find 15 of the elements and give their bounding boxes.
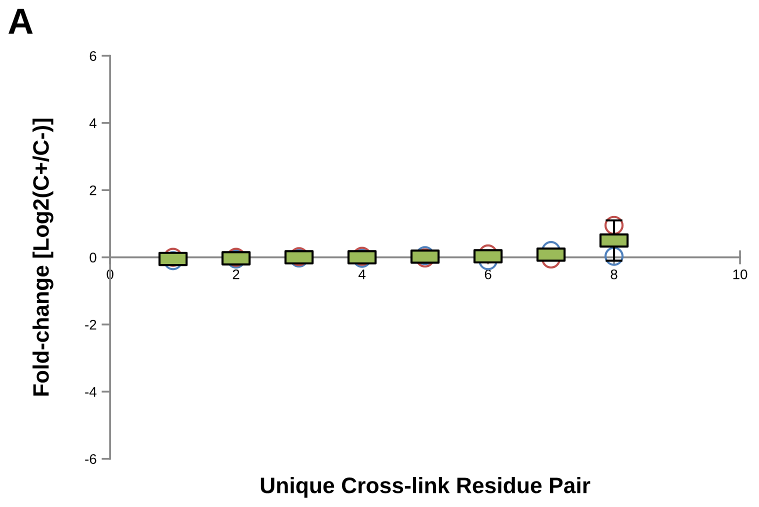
y-tick-label: -2	[85, 320, 96, 330]
y-axis-title: Fold-change [Log2(C+/C-)]	[32, 118, 54, 396]
y-tick-label: 6	[90, 51, 96, 61]
x-tick-label: 10	[733, 269, 748, 280]
y-tick-label: 0	[90, 252, 96, 262]
x-tick-label: 4	[358, 270, 366, 280]
x-axis-title: Unique Cross-link Residue Pair	[260, 476, 590, 498]
y-tick-label: -6	[85, 454, 96, 464]
chart-title: A	[8, 8, 33, 34]
y-tick-label: 2	[90, 185, 96, 196]
y-tick-label: -4	[85, 387, 96, 397]
x-tick-label: 2	[232, 269, 240, 280]
y-tick-label: 4	[89, 118, 96, 128]
x-tick-label: 6	[484, 269, 492, 280]
x-tick-label: 8	[610, 269, 618, 280]
